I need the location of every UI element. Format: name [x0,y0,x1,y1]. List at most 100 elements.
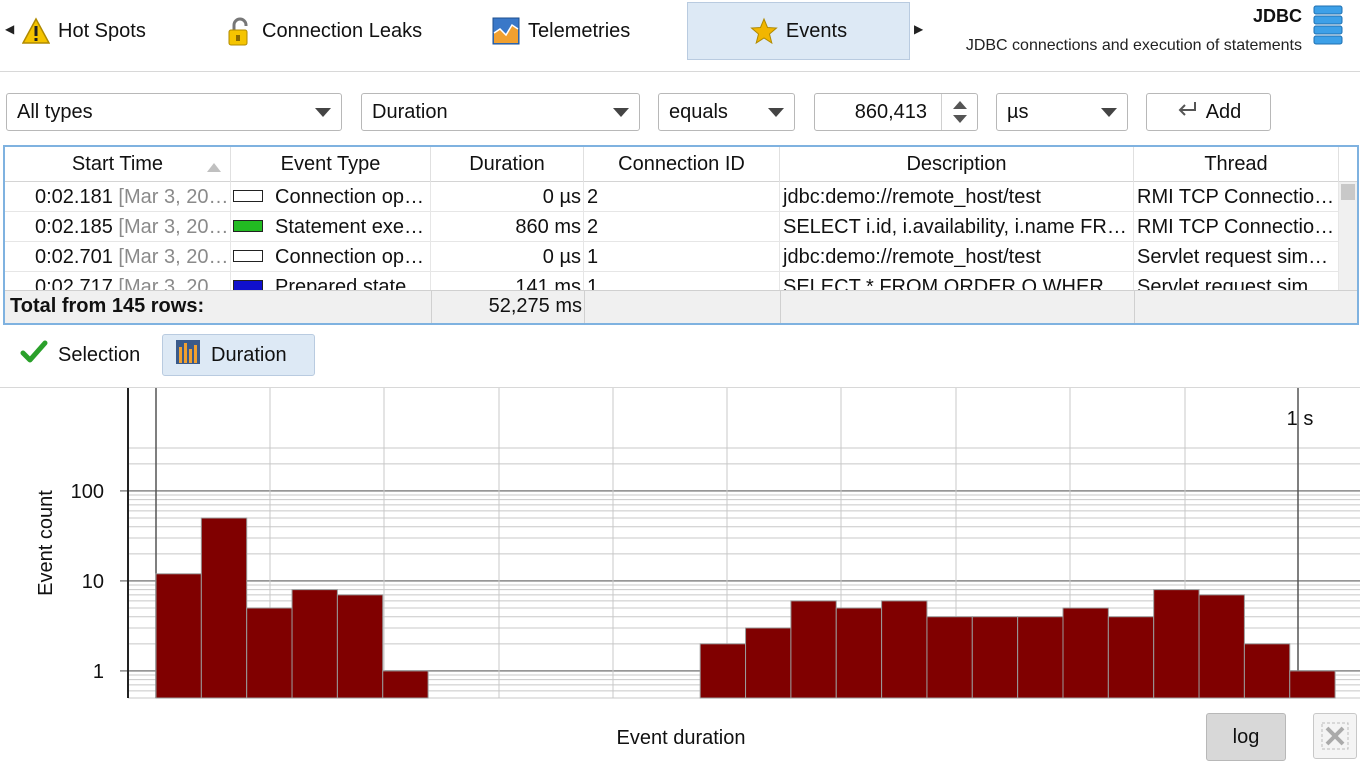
histogram-bar[interactable] [1289,670,1336,699]
start-time: 0:02.181 [35,186,119,208]
select-value: Duration [372,100,448,123]
open-lock-icon [226,17,254,46]
description-cell: jdbc:demo://remote_host/test [780,182,1134,212]
add-label: Add [1205,100,1242,123]
value-spinner[interactable]: 860,413 [814,93,978,131]
events-table: Start Time Event Type Duration Connectio… [3,145,1359,325]
tab-telemetries[interactable]: Telemetries [492,2,662,60]
log-scale-button[interactable]: log [1206,713,1286,761]
histogram-bar[interactable] [1062,607,1109,699]
event-type-color-swatch [233,190,263,203]
telemetry-chart-icon [492,17,520,45]
duration-cell: 860 ms [431,212,584,242]
spinner-buttons[interactable] [941,94,977,130]
description-cell: SELECT * FROM ORDER O WHERE O… [780,272,1134,302]
table-row[interactable]: 0:02.181 [Mar 3, 20… Connection op… 0 µs 2 j… [5,182,1357,212]
table-header: Start Time Event Type Duration Connectio… [5,147,1357,182]
histogram-bar[interactable] [336,594,384,699]
event-type: Connection op… [275,246,424,268]
duration-cell: 141 ms [431,272,584,302]
y-tick-label: 10 [82,571,104,593]
y-tick-label: 100 [71,481,104,503]
connection-id-cell: 1 [584,242,780,272]
spinner-value[interactable]: 860,413 [854,101,927,123]
histogram-bar[interactable] [971,616,1019,699]
reset-zoom-button[interactable] [1313,713,1357,759]
selection-toggle[interactable]: Selection [8,334,152,376]
histogram-icon [175,339,201,371]
table-row[interactable]: 0:02.185 [Mar 3, 20… Statement exe… 860 ms… [5,212,1357,242]
histogram-bar[interactable] [881,600,928,699]
table-total-row: Total from 145 rows: 52,275 ms [5,290,1357,323]
event-type-cell: Statement exe… [231,212,431,242]
scroll-left-icon[interactable]: ◀ [5,22,15,36]
scrollbar-thumb[interactable] [1341,184,1355,200]
x-tick-label: 1 s [1287,408,1314,430]
unit-select[interactable]: µs [996,93,1128,131]
event-type-color-swatch [233,220,263,233]
sort-ascending-icon [206,156,222,179]
duration-toggle[interactable]: Duration [162,334,315,376]
chevron-down-icon [613,108,629,117]
star-icon [750,17,778,45]
histogram-bar[interactable] [291,589,338,699]
tab-events[interactable]: Events [687,2,910,60]
y-tick-label: 1 [93,661,104,683]
thread-cell: RMI TCP Connectio… [1134,212,1339,242]
vertical-scrollbar[interactable] [1339,182,1357,290]
start-time-cell: 0:02.717 [Mar 3, 20… [5,272,231,302]
tab-hot-spots[interactable]: Hot Spots [21,2,212,60]
histogram-bar[interactable] [745,627,792,699]
add-filter-button[interactable]: Add [1146,93,1271,131]
top-tab-bar: ◀ Hot Spots Connection Leaks Telemetries… [0,0,1360,72]
histogram-bar[interactable] [246,607,293,699]
event-type-select[interactable]: All types [6,93,342,131]
thread-cell: Servlet request simu… [1134,242,1339,272]
page-title: JDBC [1252,6,1302,26]
scroll-right-icon[interactable]: ▶ [914,22,924,36]
tab-label: Connection Leaks [262,19,423,42]
checkmark-icon [20,340,48,370]
histogram-bar[interactable] [926,616,973,699]
tab-connection-leaks[interactable]: Connection Leaks [226,2,456,60]
histogram-bar[interactable] [200,517,248,699]
column-header-start-time[interactable]: Start Time [5,147,231,182]
column-header-connection-id[interactable]: Connection ID [584,147,780,182]
tab-label: Events [785,19,848,42]
event-type-cell: Connection op… [231,182,431,212]
histogram-bar[interactable] [790,600,837,699]
column-header-event-type[interactable]: Event Type [231,147,431,182]
histogram-bar[interactable] [1243,643,1291,699]
reset-zoom-icon [1314,722,1356,762]
histogram-bar[interactable] [155,573,202,699]
column-header-description[interactable]: Description [780,147,1134,182]
start-time-cell: 0:02.185 [Mar 3, 20… [5,212,231,242]
page-subtitle: JDBC connections and execution of statem… [965,37,1302,54]
connection-id-cell: 2 [584,182,780,212]
histogram-bar[interactable] [699,643,747,699]
select-value: µs [1007,100,1029,123]
x-axis-label: Event duration [617,727,746,749]
start-time: 0:02.701 [35,246,119,268]
histogram-bar[interactable] [1153,589,1200,699]
histogram-bar[interactable] [1198,594,1245,699]
column-header-duration[interactable]: Duration [431,147,584,182]
histogram-bar[interactable] [1017,616,1064,699]
start-date: [Mar 3, 20… [118,246,229,268]
event-type-cell: Connection op… [231,242,431,272]
tab-label: Telemetries [528,19,631,42]
chevron-down-icon [315,108,331,117]
histogram-bar[interactable] [1107,616,1155,699]
operator-select[interactable]: equals [658,93,795,131]
y-axis-label: Event count [35,490,57,596]
field-select[interactable]: Duration [361,93,640,131]
thread-cell: RMI TCP Connectio… [1134,182,1339,212]
histogram-bar[interactable] [382,670,429,699]
column-header-thread[interactable]: Thread [1134,147,1339,182]
connection-id-cell: 1 [584,272,780,302]
histogram-bar[interactable] [835,607,883,699]
start-time-cell: 0:02.701 [Mar 3, 20… [5,242,231,272]
chevron-down-icon [768,108,784,117]
table-row[interactable]: 0:02.701 [Mar 3, 20… Connection op… 0 µs 1 j… [5,242,1357,272]
duration-histogram[interactable]: 1 10 100 1 s Event count Event duration [0,388,1360,763]
